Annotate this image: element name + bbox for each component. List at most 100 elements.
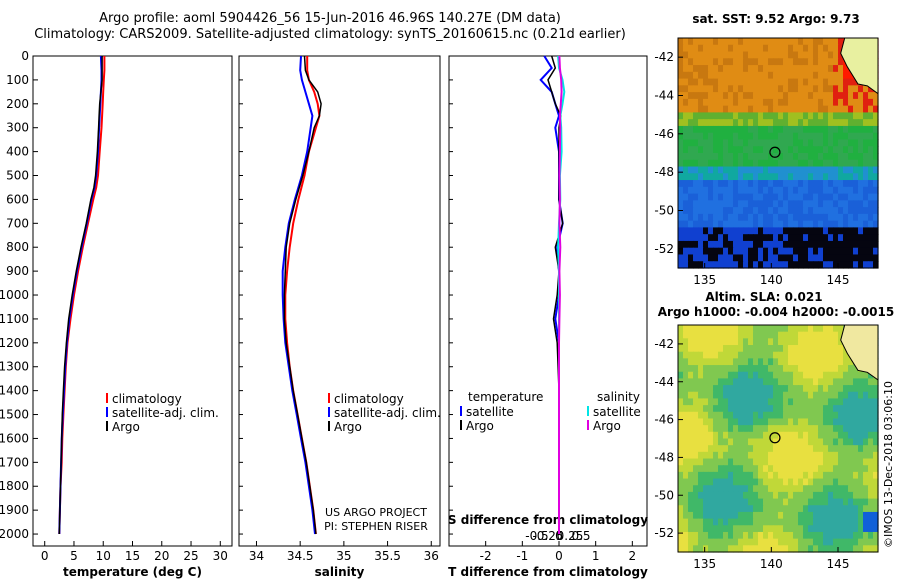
- map-cell: [733, 538, 739, 546]
- map-cell: [683, 58, 689, 66]
- map-cell: [753, 358, 759, 366]
- map-cell: [748, 531, 754, 540]
- map-cell: [723, 173, 729, 181]
- map-cell: [863, 518, 869, 526]
- map-cell: [708, 398, 714, 406]
- difference-panel: -2 -1 0 1 2T difference from climatology-0.5…: [448, 55, 648, 579]
- map-cell: [863, 240, 869, 249]
- map-cell: [693, 451, 699, 460]
- map-cell: [763, 385, 769, 393]
- map-cell: [763, 365, 769, 373]
- map-cell: [828, 51, 834, 59]
- map-cell: [803, 132, 809, 141]
- map-cell: [828, 398, 834, 406]
- map-cell: [838, 365, 844, 373]
- map-cell: [718, 146, 724, 154]
- map-cell: [798, 458, 804, 466]
- map-cell: [788, 411, 794, 420]
- map-cell: [733, 418, 739, 426]
- map-cell: [773, 345, 779, 353]
- map-cell: [678, 261, 684, 269]
- map-cell: [788, 173, 794, 181]
- map-cell: [768, 405, 774, 413]
- map-cell: [728, 478, 734, 486]
- map-cell: [678, 438, 684, 446]
- map-cell: [708, 213, 714, 222]
- map-cell: [808, 525, 814, 533]
- map-cell: [858, 398, 864, 406]
- map-cell: [818, 498, 824, 506]
- map-cell: [718, 465, 724, 473]
- map-cell: [848, 98, 854, 107]
- map-cell: [698, 220, 704, 229]
- map-cell: [793, 385, 799, 393]
- map-cell: [718, 220, 724, 229]
- map-cell: [763, 411, 769, 420]
- map-cell: [868, 465, 874, 473]
- map-cell: [743, 351, 749, 359]
- map-cell: [843, 213, 849, 222]
- map-cell: [743, 358, 749, 366]
- map-cell: [833, 431, 839, 440]
- map-cell: [768, 193, 774, 201]
- map-cell: [683, 38, 689, 46]
- map-cell: [758, 166, 764, 174]
- map-cell: [768, 498, 774, 506]
- map-cell: [763, 38, 769, 46]
- map-cell: [718, 391, 724, 400]
- map-cell: [768, 173, 774, 181]
- map-cell: [733, 491, 739, 500]
- map-cell: [688, 240, 694, 249]
- map-cell: [683, 180, 689, 188]
- map-cell: [753, 227, 759, 235]
- map-cell: [678, 38, 684, 46]
- map-cell: [708, 166, 714, 174]
- top-x-axis-label: S difference from climatology: [448, 513, 648, 527]
- map-cell: [808, 166, 814, 174]
- map-cell: [838, 425, 844, 433]
- map-cell: [693, 125, 699, 134]
- map-cell: [823, 325, 829, 333]
- map-cell: [873, 445, 879, 453]
- map-cell: [703, 345, 709, 353]
- map-cell: [798, 213, 804, 222]
- map-cell: [853, 146, 859, 154]
- y-tick-label: -46: [654, 413, 674, 427]
- map-cell: [678, 65, 684, 73]
- map-cell: [828, 405, 834, 413]
- map-cell: [858, 378, 864, 386]
- map-cell: [683, 431, 689, 440]
- map-cell: [743, 153, 749, 161]
- map-cell: [863, 180, 869, 188]
- map-cell: [728, 518, 734, 526]
- map-cell: [868, 391, 874, 400]
- map-cell: [763, 338, 769, 346]
- map-cell: [813, 173, 819, 181]
- map-cell: [713, 418, 719, 426]
- map-cell: [688, 545, 694, 553]
- map-cell: [803, 545, 809, 553]
- map-cell: [858, 234, 864, 242]
- map-cell: [843, 78, 849, 86]
- map-cell: [798, 411, 804, 420]
- map-cell: [813, 146, 819, 154]
- map-cell: [818, 438, 824, 446]
- map-cell: [748, 405, 754, 413]
- map-cell: [778, 391, 784, 400]
- map-cell: [753, 193, 759, 201]
- map-cell: [858, 511, 864, 520]
- map-cell: [778, 78, 784, 86]
- map-cell: [748, 112, 754, 120]
- map-cell: [723, 58, 729, 66]
- map-cell: [748, 471, 754, 480]
- map-cell: [768, 119, 774, 127]
- map-cell: [708, 78, 714, 86]
- map-cell: [848, 132, 854, 141]
- map-cell: [718, 485, 724, 493]
- map-cell: [758, 119, 764, 127]
- map-cell: [833, 538, 839, 546]
- map-cell: [758, 51, 764, 59]
- map-cell: [748, 511, 754, 520]
- map-cell: [863, 385, 869, 393]
- map-cell: [713, 411, 719, 420]
